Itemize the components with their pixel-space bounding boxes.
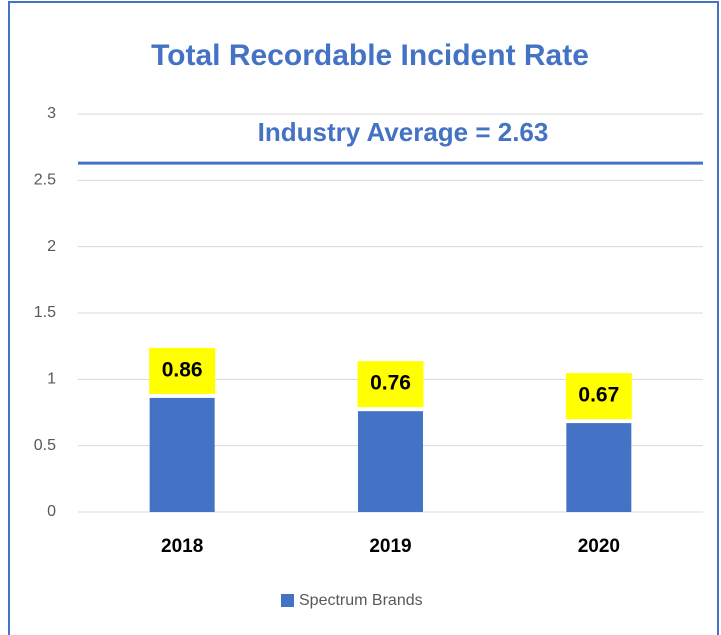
data-label: 0.76	[370, 372, 411, 395]
legend-swatch	[281, 594, 294, 607]
y-tick-label: 1	[47, 371, 56, 388]
y-tick-label: 2.5	[34, 172, 56, 189]
chart-title: Total Recordable Incident Rate	[151, 39, 589, 72]
data-label-background	[565, 373, 632, 420]
chart-border	[8, 1, 719, 635]
x-tick-label: 2020	[578, 536, 620, 557]
y-tick-label: 0	[47, 503, 56, 520]
y-tick-label: 1.5	[34, 304, 56, 321]
y-tick-label: 2	[47, 238, 56, 255]
legend-label: Spectrum Brands	[299, 592, 423, 609]
data-label-background	[149, 347, 216, 394]
reference-label: Industry Average = 2.63	[258, 117, 549, 147]
data-label: 0.67	[578, 384, 619, 407]
bar	[149, 397, 215, 512]
bar	[358, 411, 423, 512]
x-tick-label: 2018	[161, 536, 203, 557]
bar	[566, 423, 632, 512]
y-tick-label: 0.5	[34, 437, 56, 454]
x-tick-label: 2019	[369, 536, 411, 557]
data-label: 0.86	[162, 358, 203, 381]
data-label-background	[357, 361, 424, 408]
y-tick-label: 3	[47, 105, 56, 122]
